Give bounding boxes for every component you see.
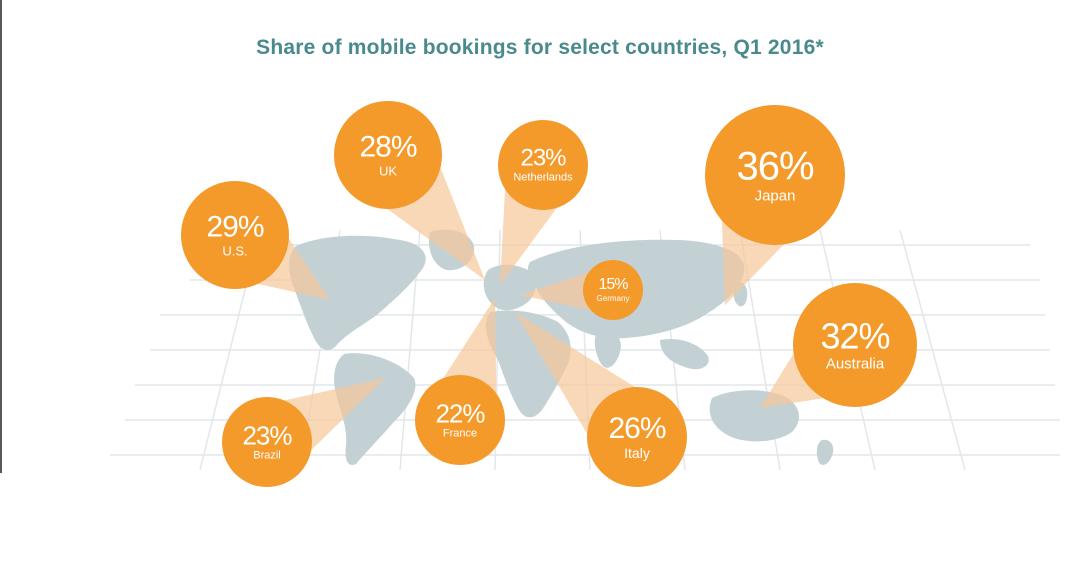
- bubble-germany: [583, 260, 643, 320]
- value-label-brazil: 23%: [242, 420, 292, 451]
- landmass-europe: [483, 264, 537, 311]
- country-label-australia: Australia: [825, 355, 885, 373]
- country-label-france: France: [442, 427, 478, 440]
- value-label-france: 22%: [435, 398, 485, 429]
- landmass-new-zealand: [816, 439, 834, 465]
- label-italy: 26% Italy: [608, 412, 666, 461]
- country-label-netherlands: Netherlands: [513, 171, 573, 184]
- label-germany: 15% Germany: [597, 277, 630, 303]
- bubble-australia: [793, 283, 917, 407]
- label-brazil: 23% Brazil: [242, 420, 292, 462]
- value-label-germany: 15%: [598, 276, 628, 293]
- country-label-uk: UK: [378, 163, 398, 179]
- grid-line: [899, 229, 966, 471]
- country-label-brazil: Brazil: [253, 449, 281, 462]
- landmass-south-america: [334, 353, 416, 466]
- left-edge-rule: [0, 0, 2, 473]
- bubble-netherlands: [498, 120, 588, 210]
- value-label-netherlands: 23%: [520, 144, 566, 172]
- value-label-uk: 28%: [359, 130, 417, 164]
- value-label-australia: 32%: [820, 315, 890, 357]
- label-japan: 36% Japan: [736, 144, 814, 205]
- landmass-north-america: [289, 235, 426, 351]
- label-france: 22% France: [435, 398, 485, 440]
- country-label-japan: Japan: [754, 187, 796, 205]
- value-label-u-s: 29%: [206, 210, 264, 244]
- bubbles-layer: [181, 101, 917, 487]
- chart-title: Share of mobile bookings for select coun…: [256, 36, 824, 59]
- label-australia: 32% Australia: [820, 315, 890, 373]
- country-label-germany: Germany: [596, 294, 630, 303]
- bubble-italy: [587, 387, 687, 487]
- bubble-u-s: [181, 181, 289, 289]
- country-label-italy: Italy: [624, 445, 650, 461]
- landmass-india: [594, 329, 621, 368]
- country-label-u-s: U.S.: [222, 243, 248, 259]
- bubble-uk: [334, 101, 442, 209]
- label-u-s: 29% U.S.: [206, 210, 264, 259]
- bubble-japan: [705, 105, 845, 245]
- value-label-italy: 26%: [608, 412, 666, 445]
- bubble-brazil: [222, 397, 312, 487]
- bubble-france: [415, 375, 505, 465]
- value-label-japan: 36%: [736, 144, 814, 189]
- landmass-southeast-asia: [660, 338, 709, 370]
- label-netherlands: 23% Netherlands: [513, 144, 573, 184]
- label-uk: 28% UK: [359, 130, 417, 179]
